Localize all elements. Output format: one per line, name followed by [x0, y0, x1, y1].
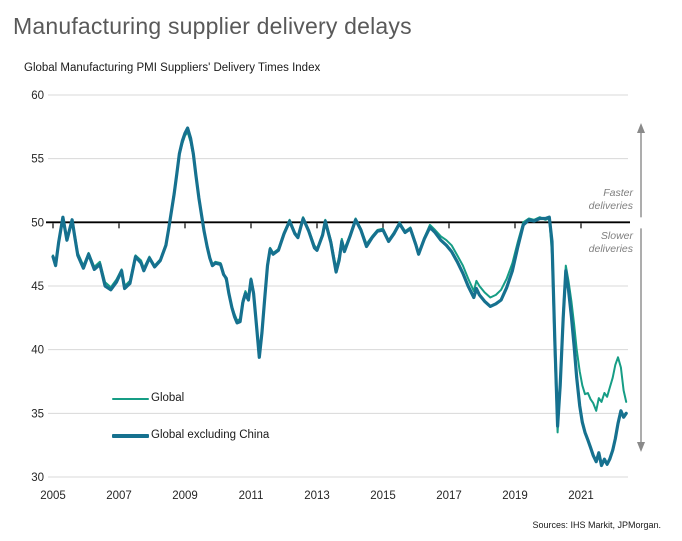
faster-arrowhead-icon	[637, 123, 645, 133]
annotation-line: deliveries	[588, 243, 633, 255]
y-axis-label: 35	[31, 408, 44, 420]
global-excluding-china-series-line	[51, 126, 628, 468]
x-axis-label: 2013	[304, 490, 330, 502]
y-axis-label: 30	[31, 472, 44, 484]
x-axis-label: 2015	[370, 490, 396, 502]
x-axis-label: 2005	[40, 490, 66, 502]
x-axis-label: 2009	[172, 490, 198, 502]
annotation-line: deliveries	[588, 200, 633, 212]
slower-deliveries-annotation: Slower deliveries	[589, 230, 633, 256]
slower-arrowhead-icon	[637, 442, 645, 452]
y-axis-label: 40	[31, 345, 44, 357]
y-axis-label: 60	[31, 90, 44, 102]
legend-label: Global excluding China	[151, 429, 270, 441]
annotation-line: Slower	[600, 230, 633, 242]
global-excluding-china-line-swatch	[112, 434, 149, 438]
faster-deliveries-annotation: Faster deliveries	[589, 187, 633, 213]
y-axis-label: 50	[31, 217, 44, 229]
global-series-line	[52, 130, 628, 434]
global-line-swatch	[112, 398, 149, 400]
annotation-line: Faster	[603, 187, 633, 199]
y-axis-label: 45	[31, 281, 44, 293]
x-axis-label: 2019	[502, 490, 528, 502]
x-axis-label: 2007	[106, 490, 132, 502]
x-axis-label: 2011	[239, 490, 264, 502]
x-axis-label: 2017	[436, 490, 462, 502]
source-credit: Sources: IHS Markit, JPMorgan.	[532, 520, 661, 530]
legend-label: Global	[151, 392, 185, 404]
y-axis-label: 55	[31, 154, 44, 166]
x-axis-label: 2021	[568, 490, 594, 502]
page-title: Manufacturing supplier delivery delays	[13, 13, 412, 39]
chart-subtitle: Global Manufacturing PMI Suppliers' Deli…	[24, 62, 321, 74]
